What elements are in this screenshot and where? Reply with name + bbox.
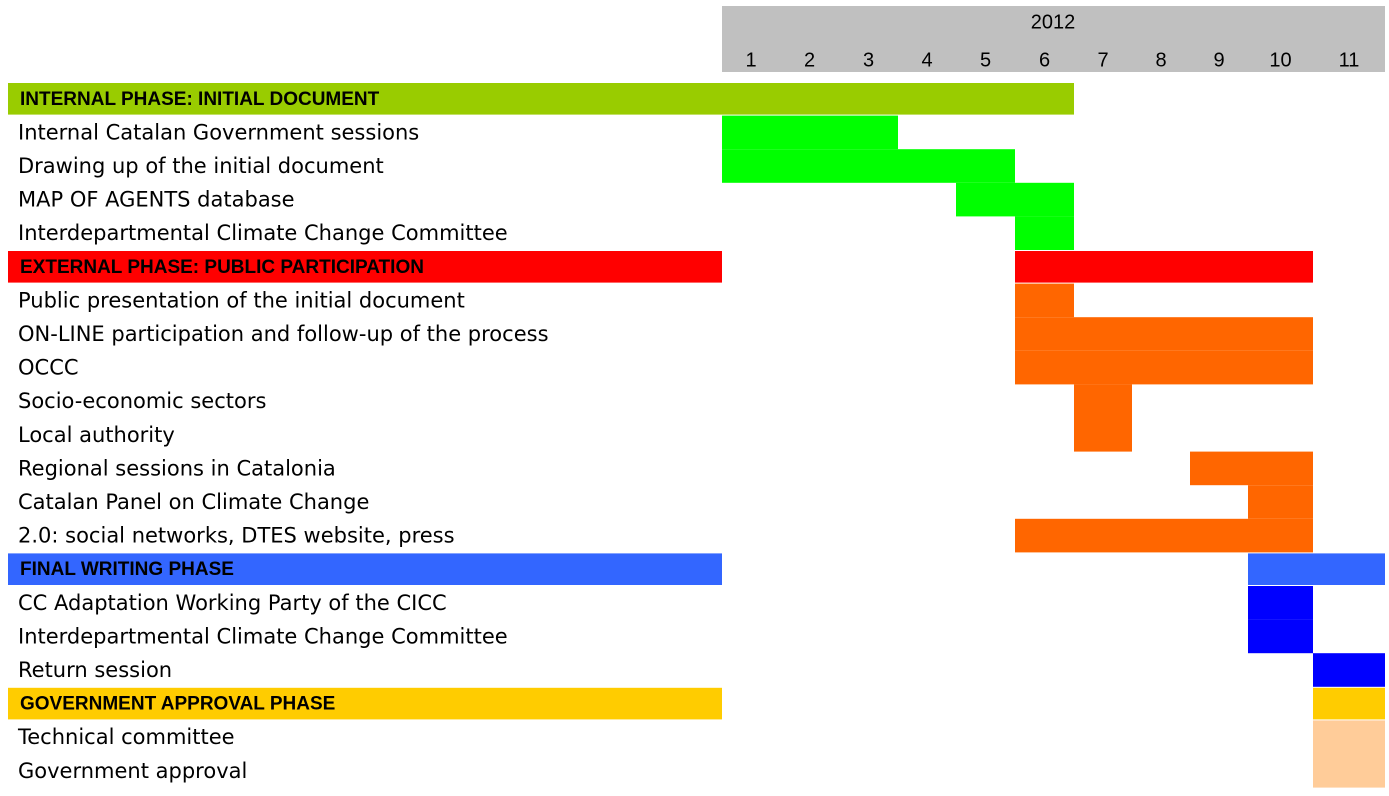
month-label: 10 <box>1269 49 1291 71</box>
month-label: 4 <box>921 49 932 71</box>
task-label: Internal Catalan Government sessions <box>18 120 419 144</box>
task-label: Local authority <box>18 423 175 447</box>
phase-label: GOVERNMENT APPROVAL PHASE <box>20 694 335 715</box>
phase-bar <box>1313 687 1385 720</box>
task-label: Drawing up of the initial document <box>18 154 384 178</box>
month-label: 11 <box>1339 49 1360 71</box>
task-label: Interdepartmental Climate Change Committ… <box>18 624 508 648</box>
month-label: 5 <box>980 49 991 71</box>
month-label: 3 <box>863 49 874 71</box>
phase-bar <box>1015 251 1313 283</box>
task-bar <box>1074 384 1132 418</box>
phase-bar <box>1248 553 1385 585</box>
phase-band <box>8 83 722 115</box>
task-label: ON-LINE participation and follow-up of t… <box>18 322 549 346</box>
month-label: 2 <box>804 49 815 71</box>
task-bar <box>1015 216 1074 250</box>
task-bar <box>1313 653 1385 687</box>
task-label: Interdepartmental Climate Change Committ… <box>18 221 508 245</box>
task-bar <box>1313 720 1385 754</box>
phase-label: EXTERNAL PHASE: PUBLIC PARTICIPATION <box>20 257 424 278</box>
month-label: 7 <box>1097 49 1108 71</box>
task-bar <box>722 115 898 150</box>
task-label: CC Adaptation Working Party of the CICC <box>18 591 447 615</box>
task-bar <box>1248 485 1313 519</box>
month-label: 6 <box>1039 49 1050 71</box>
task-bar <box>1015 317 1313 351</box>
task-label: Technical committee <box>17 725 235 749</box>
task-bar <box>1015 518 1313 553</box>
task-label: Regional sessions in Catalonia <box>18 456 336 480</box>
task-label: 2.0: social networks, DTES website, pres… <box>18 524 455 548</box>
task-bar <box>1313 754 1385 788</box>
task-label: Public presentation of the initial docum… <box>18 288 465 312</box>
phase-bar <box>722 83 1074 115</box>
month-label: 8 <box>1155 49 1166 71</box>
month-label: 9 <box>1213 49 1224 71</box>
phase-label: INTERNAL PHASE: INITIAL DOCUMENT <box>20 89 380 110</box>
task-bar <box>1248 586 1313 620</box>
task-bar <box>1190 451 1313 486</box>
year-label: 2012 <box>1031 11 1076 33</box>
phase-band <box>8 687 722 720</box>
task-label: Catalan Panel on Climate Change <box>18 490 369 514</box>
task-bar <box>1015 283 1074 318</box>
phase-band <box>8 553 722 585</box>
task-bar <box>956 182 1074 217</box>
task-label: Socio-economic sectors <box>18 389 266 413</box>
month-label: 1 <box>745 49 756 71</box>
task-bar <box>1074 418 1132 452</box>
task-label: OCCC <box>18 356 79 380</box>
task-label: Return session <box>18 658 172 682</box>
phase-label: FINAL WRITING PHASE <box>20 559 234 580</box>
phase-band <box>8 251 722 283</box>
task-bar <box>1015 350 1313 385</box>
task-bar <box>1248 619 1313 654</box>
task-bar <box>722 149 1015 183</box>
task-label: Government approval <box>18 759 247 783</box>
header-band <box>722 6 1385 72</box>
task-label: MAP OF AGENTS database <box>18 188 295 212</box>
